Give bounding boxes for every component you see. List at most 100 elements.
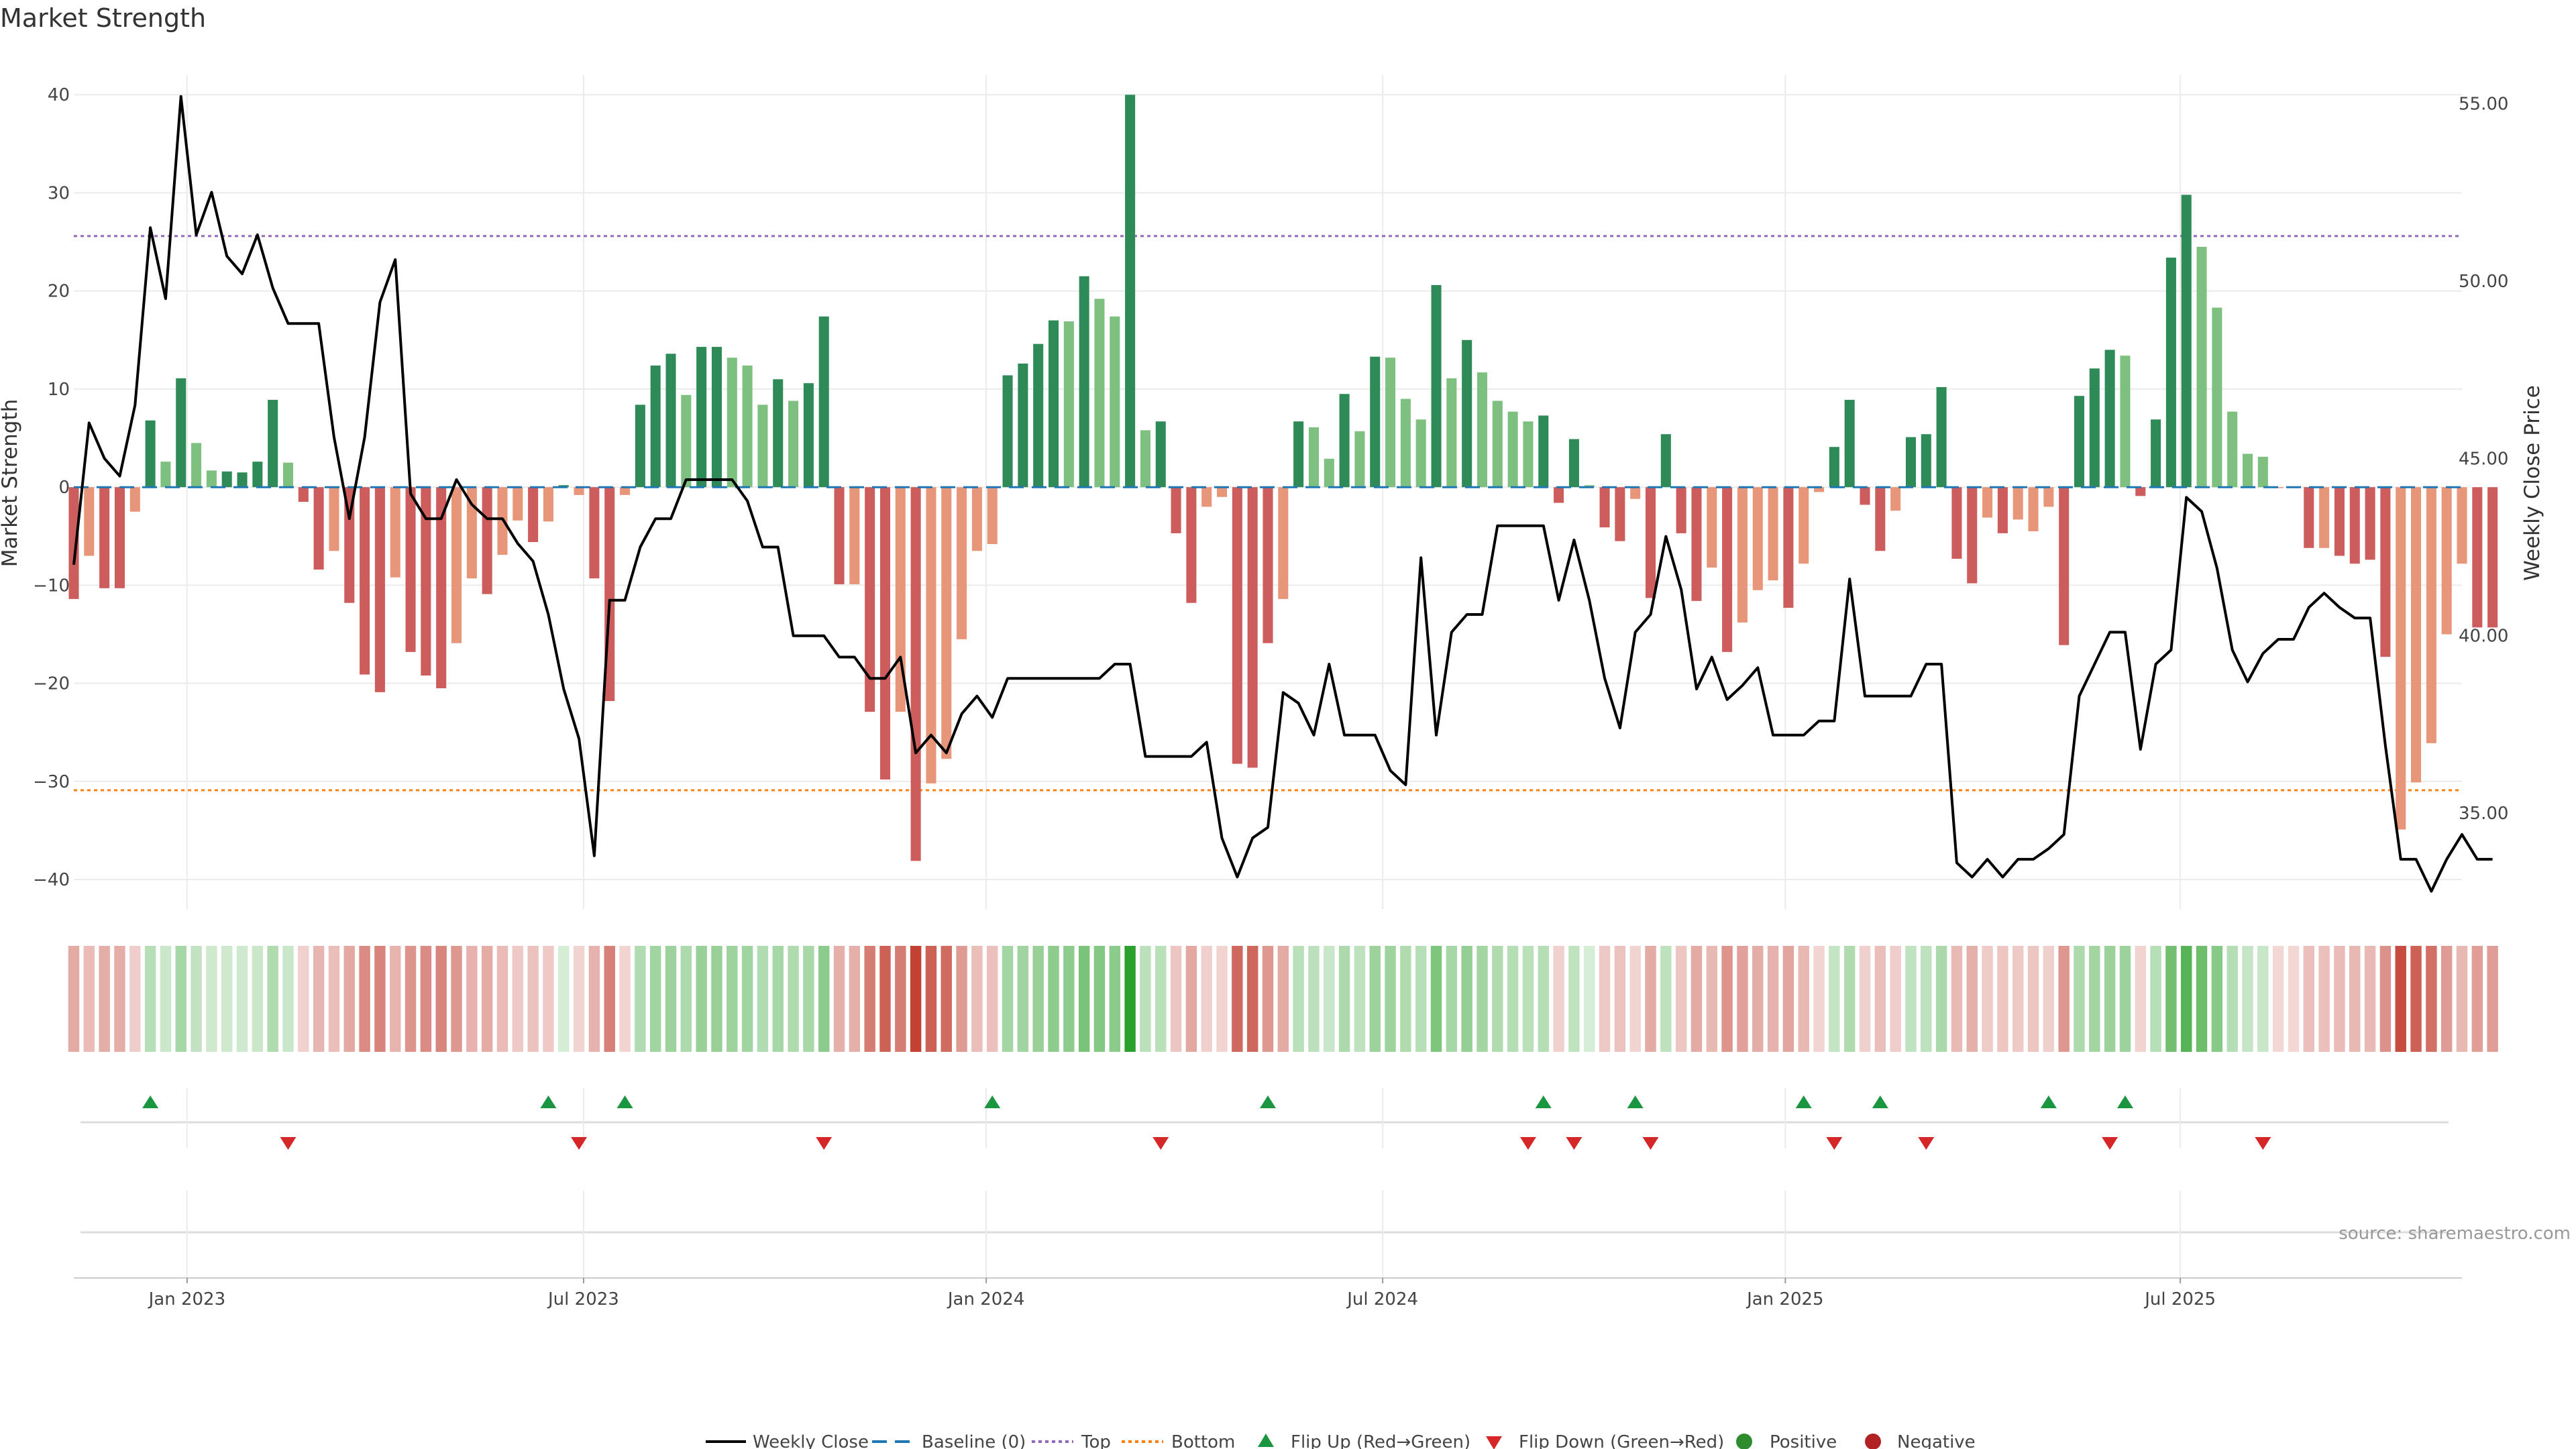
flip-markers-panel <box>80 1088 2449 1150</box>
strength-bar-positive <box>2212 307 2222 488</box>
strength-bar-positive <box>803 383 814 488</box>
x-tick-label: Jan 2024 <box>947 1289 1025 1309</box>
flip-up-marker <box>2040 1095 2057 1108</box>
heat-cell-negative <box>941 946 952 1052</box>
heat-cell-negative <box>2410 946 2422 1052</box>
heat-cell-negative <box>1277 946 1289 1052</box>
strength-bar-positive <box>635 405 645 488</box>
heat-cell-positive <box>2150 946 2161 1052</box>
strength-bar-negative <box>2457 487 2467 564</box>
heat-cell-negative <box>298 946 309 1052</box>
strength-bar-positive <box>2257 456 2268 488</box>
heat-cell-positive <box>1017 946 1029 1052</box>
heat-cell-negative <box>2012 946 2024 1052</box>
strength-bar-negative <box>298 487 309 502</box>
strength-bar-positive <box>2151 419 2161 488</box>
strength-bar-negative <box>2028 487 2039 531</box>
strength-bar-negative <box>2273 487 2284 488</box>
x-tick-label: Jul 2024 <box>1346 1289 1418 1309</box>
strength-bar-positive <box>1308 427 1319 488</box>
heat-cell-negative <box>895 946 906 1052</box>
strength-bar-positive <box>1094 299 1105 488</box>
heat-cell-negative <box>435 946 447 1052</box>
heat-cell-positive <box>1430 946 1442 1052</box>
strength-bar-positive <box>1446 378 1457 488</box>
right-axis-label: Weekly Close Price <box>2520 385 2544 581</box>
heat-cell-negative <box>543 946 554 1052</box>
strength-bar-negative <box>1707 487 1717 568</box>
strength-bar-negative <box>390 487 400 578</box>
strength-bar-negative <box>2319 487 2330 548</box>
heat-cell-positive <box>1308 946 1320 1052</box>
strength-bar-positive <box>681 394 692 488</box>
x-tick-label: Jan 2023 <box>148 1289 226 1309</box>
strength-bar-positive <box>1462 339 1472 488</box>
strength-bar-negative <box>589 487 600 579</box>
strength-bar-positive <box>145 420 156 488</box>
heat-cell-positive <box>741 946 753 1052</box>
heat-cell-negative <box>2487 946 2498 1052</box>
strength-bar-positive <box>237 472 248 488</box>
heat-cell-negative <box>2272 946 2284 1052</box>
x-axis-ticks: Jan 2023 Jul 2023 Jan 2024 Jul 2024 Jan 2025… <box>148 1278 2216 1309</box>
heat-cell-positive <box>1354 946 1366 1052</box>
heat-cell-negative <box>68 946 80 1052</box>
heat-cell-negative <box>328 946 340 1052</box>
strength-bar-positive <box>1354 431 1365 488</box>
heat-cell-positive <box>696 946 707 1052</box>
heat-cell-positive <box>1660 946 1672 1052</box>
heat-cell-positive <box>206 946 217 1052</box>
strength-bar-positive <box>1523 421 1534 488</box>
heat-cell-positive <box>282 946 294 1052</box>
strength-bar-positive <box>1079 276 1089 488</box>
strength-bar-negative <box>1599 487 1610 528</box>
heat-cell-negative <box>2288 946 2300 1052</box>
flip-up-marker <box>1627 1095 1644 1108</box>
legend-label-weekly-close: Weekly Close <box>753 1432 869 1449</box>
strength-bar-positive <box>1063 321 1074 488</box>
flip-up-marker <box>1795 1095 1812 1108</box>
heat-cell-negative <box>1782 946 1794 1052</box>
flip-down-marker <box>816 1137 833 1150</box>
strength-bar-positive <box>2074 396 2085 488</box>
strength-bar-positive <box>221 471 232 488</box>
strength-bar-negative <box>2349 487 2360 564</box>
strength-bar-negative <box>941 487 952 759</box>
heat-cell-negative <box>2379 946 2392 1052</box>
strength-bar-positive <box>176 378 186 488</box>
legend-item-top: Top <box>1032 1432 1111 1449</box>
right-tick-label: 55.00 <box>2459 94 2508 114</box>
legend-label-top: Top <box>1081 1432 1111 1449</box>
heat-cell-negative <box>1629 946 1641 1052</box>
flip-up-marker <box>616 1095 633 1108</box>
flip-up-marker <box>984 1095 1001 1108</box>
heat-cell-positive <box>1538 946 1549 1052</box>
strength-bar-negative <box>436 487 447 688</box>
heat-cell-negative <box>2027 946 2039 1052</box>
strength-bar-negative <box>1278 487 1289 599</box>
heat-cell-negative <box>1201 946 1212 1052</box>
heat-cell-positive <box>2074 946 2085 1052</box>
strength-bar-positive <box>2104 350 2115 488</box>
strength-bar-negative <box>360 487 370 675</box>
strength-bar-negative <box>865 487 875 712</box>
heat-cell-negative <box>83 946 95 1052</box>
strength-bar-negative <box>129 487 140 512</box>
heat-cell-negative <box>527 946 539 1052</box>
strength-bar-positive <box>1415 419 1426 488</box>
heat-cell-negative <box>2364 946 2376 1052</box>
strength-bar-positive <box>2242 453 2253 488</box>
strength-bar-positive <box>788 400 799 488</box>
legend-item-flip-up: Flip Up (Red→Green) <box>1258 1432 1470 1449</box>
heat-cell-positive <box>2165 946 2177 1052</box>
heat-cell-negative <box>1706 946 1718 1052</box>
strength-bar-positive <box>650 365 661 488</box>
heat-cell-negative <box>1966 946 1978 1052</box>
heat-cell-negative <box>1752 946 1764 1052</box>
strength-bar-negative <box>2304 487 2314 548</box>
strength-heatstrip <box>68 946 2498 1052</box>
strength-bar-negative <box>1860 487 1870 505</box>
strength-bar-negative <box>1890 487 1901 511</box>
heat-cell-positive <box>803 946 814 1052</box>
strength-bar-positive <box>727 358 737 488</box>
